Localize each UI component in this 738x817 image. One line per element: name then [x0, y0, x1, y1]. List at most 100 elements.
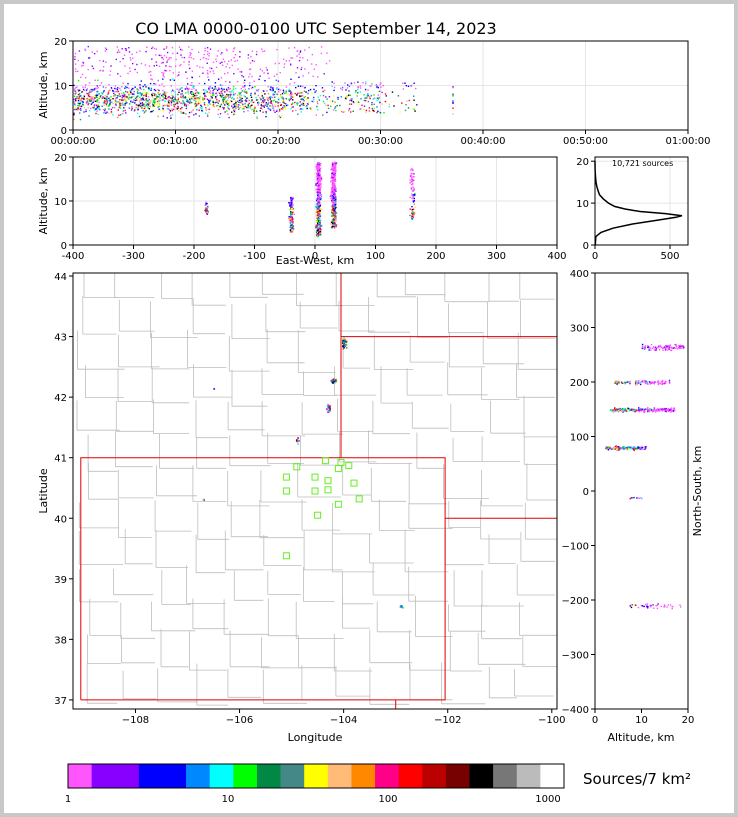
time-source-point: [348, 94, 350, 96]
ew-source-point: [333, 205, 336, 207]
ew-source-point: [318, 209, 320, 212]
ns-source-point: [670, 407, 673, 409]
time-source-point: [102, 69, 105, 72]
time-source-point: [190, 96, 192, 98]
ns-source-point: [609, 446, 612, 449]
ns-source-point: [641, 409, 643, 411]
county-boundaries: [76, 273, 557, 706]
time-source-point: [151, 78, 153, 81]
ew-x-tick-label: 100: [366, 251, 385, 262]
time-source-point: [229, 67, 231, 69]
time-source-point: [271, 104, 274, 106]
ns-source-point: [647, 345, 649, 347]
ew-source-point: [411, 197, 413, 200]
time-source-point: [306, 103, 309, 105]
time-source-point: [89, 90, 91, 93]
lma-figure: CO LMA 0000-0100 UTC September 14, 2023 …: [37, 19, 710, 805]
time-source-point: [109, 103, 111, 106]
ns-source-point: [653, 409, 655, 411]
time-source-point: [98, 96, 101, 98]
time-source-point: [259, 68, 262, 70]
time-source-point: [377, 86, 379, 89]
time-source-point: [173, 99, 175, 101]
time-source-point: [274, 96, 276, 98]
time-source-point: [199, 66, 201, 68]
time-source-point: [196, 97, 198, 100]
colorbar-cell: [256, 764, 281, 788]
colorbar-cell: [68, 764, 92, 788]
time-source-point: [193, 85, 195, 87]
time-source-point: [227, 113, 229, 115]
time-source-point: [217, 113, 219, 116]
map-source-point: [333, 378, 335, 380]
station-marker: [345, 462, 353, 470]
time-source-point: [263, 96, 265, 99]
ew-source-point: [289, 219, 291, 222]
ew-source-point: [317, 188, 319, 191]
time-source-point: [298, 76, 300, 78]
time-source-point: [311, 107, 313, 109]
ns-source-point: [647, 410, 649, 413]
ns-source-point: [671, 608, 673, 610]
ew-source-point: [316, 167, 319, 169]
ns-source-point: [629, 382, 631, 385]
ns-source-point: [659, 383, 661, 385]
ew-source-point: [315, 211, 318, 213]
time-source-point: [130, 107, 133, 109]
map-source-point: [343, 339, 345, 342]
ew-source-point: [291, 204, 294, 206]
time-source-point: [365, 109, 368, 112]
time-source-point: [128, 96, 131, 99]
time-source-point: [127, 83, 129, 85]
time-source-point: [167, 97, 169, 99]
time-source-point: [102, 86, 105, 88]
ew-source-point: [320, 167, 322, 170]
ns-source-point: [638, 411, 641, 413]
ns-source-point: [653, 607, 655, 609]
ew-source-point: [412, 211, 415, 214]
time-source-point: [158, 95, 161, 97]
ns-ylabel: North-South, km: [691, 446, 704, 537]
time-source-point: [206, 72, 209, 74]
ew-source-point: [317, 169, 319, 171]
ns-source-point: [619, 409, 621, 412]
ns-source-point: [622, 409, 624, 411]
time-source-point: [364, 88, 367, 91]
ns-source-point: [666, 349, 668, 351]
time-source-point: [140, 93, 142, 95]
time-source-point: [149, 70, 152, 73]
time-source-point: [169, 110, 171, 112]
time-source-point: [174, 97, 176, 99]
time-source-point: [105, 86, 107, 89]
time-source-point: [208, 107, 210, 109]
ew-source-point: [318, 168, 320, 170]
ew-source-point: [334, 175, 337, 177]
time-source-point: [191, 82, 193, 84]
time-source-point: [110, 111, 113, 114]
ew-source-point: [291, 219, 293, 221]
time-source-point: [192, 92, 195, 94]
time-source-point: [376, 97, 379, 99]
time-source-point: [174, 98, 176, 101]
time-source-point: [256, 110, 258, 112]
time-source-point: [160, 99, 162, 101]
ns-source-point: [661, 408, 663, 410]
time-source-point: [332, 109, 335, 111]
time-source-point: [215, 58, 217, 60]
time-source-point: [121, 101, 124, 103]
time-source-point: [452, 100, 454, 102]
station-marker: [311, 487, 319, 495]
ew-source-point: [317, 233, 319, 236]
time-source-point: [78, 89, 81, 91]
ns-source-point: [646, 606, 648, 608]
time-source-point: [158, 89, 160, 92]
time-source-point: [243, 100, 246, 102]
time-source-point: [229, 96, 231, 98]
time-source-point: [179, 48, 182, 51]
time-source-point: [90, 103, 93, 105]
time-source-point: [328, 60, 331, 62]
time-source-point: [349, 99, 351, 102]
ns-source-point: [640, 604, 643, 607]
ns-y-tick-label: 200: [570, 378, 589, 389]
ew-source-point: [318, 175, 320, 177]
